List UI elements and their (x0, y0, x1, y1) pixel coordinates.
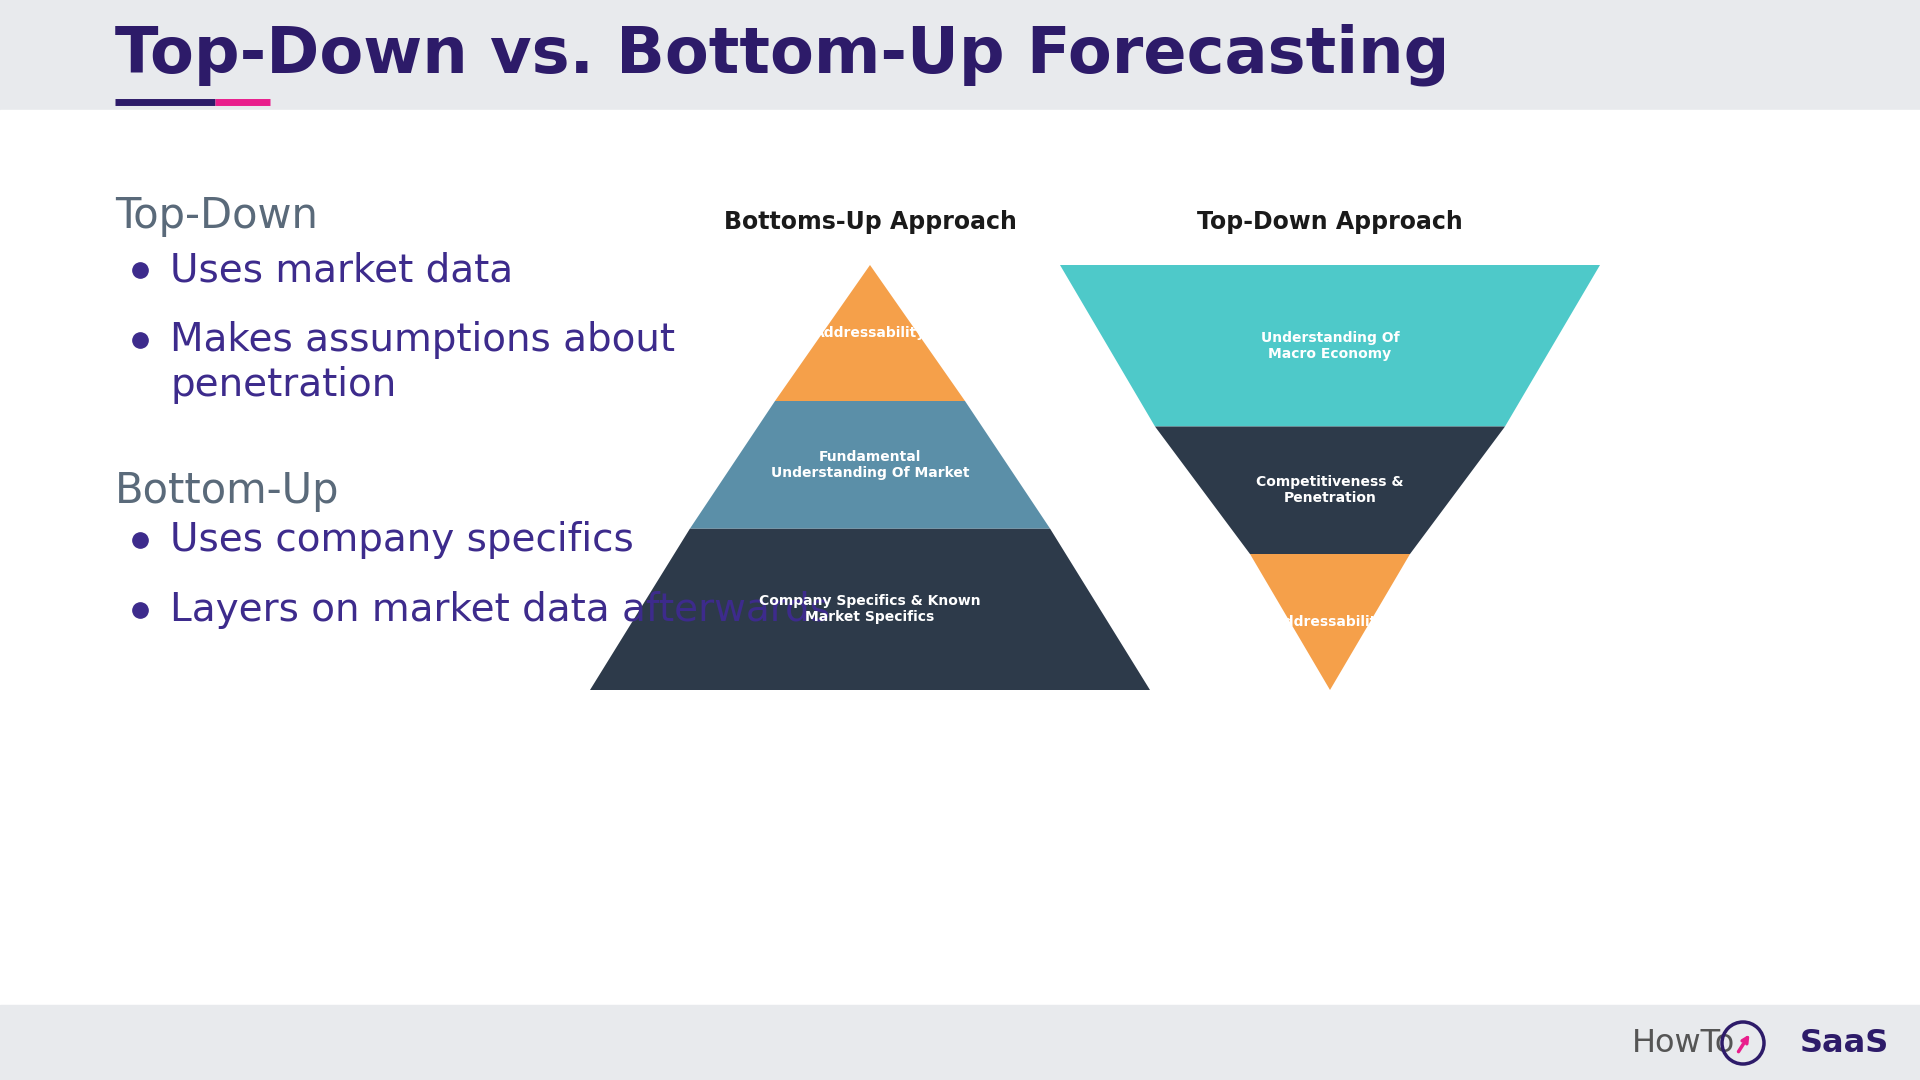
Text: Bottoms-Up Approach: Bottoms-Up Approach (724, 210, 1016, 234)
Text: Uses company specifics: Uses company specifics (171, 521, 634, 559)
Polygon shape (1156, 427, 1505, 554)
Text: Layers on market data afterwards: Layers on market data afterwards (171, 591, 829, 629)
Text: HowTo: HowTo (1632, 1027, 1736, 1058)
Text: Bottom-Up: Bottom-Up (115, 470, 340, 512)
Text: Competitiveness &
Penetration: Competitiveness & Penetration (1256, 475, 1404, 505)
Text: Makes assumptions about: Makes assumptions about (171, 321, 676, 359)
Text: Top-Down Approach: Top-Down Approach (1198, 210, 1463, 234)
Text: Fundamental
Understanding Of Market: Fundamental Understanding Of Market (770, 449, 970, 480)
Bar (0, 0, 1920, 110)
Text: Company Specifics & Known
Market Specifics: Company Specifics & Known Market Specifi… (758, 594, 981, 624)
Text: penetration: penetration (171, 366, 396, 404)
Text: Addressability: Addressability (1273, 615, 1386, 629)
Text: Addressability: Addressability (814, 326, 925, 340)
Polygon shape (1060, 265, 1599, 427)
Bar (0, 110, 1920, 1005)
Polygon shape (589, 528, 1150, 690)
Bar (0, 1005, 1920, 1080)
Polygon shape (1250, 554, 1409, 690)
Text: Uses market data: Uses market data (171, 251, 513, 289)
Text: SaaS: SaaS (1801, 1027, 1889, 1058)
Text: Top-Down: Top-Down (115, 195, 319, 237)
Polygon shape (689, 401, 1050, 528)
Text: Top-Down vs. Bottom-Up Forecasting: Top-Down vs. Bottom-Up Forecasting (115, 24, 1450, 86)
Polygon shape (776, 265, 966, 401)
Text: Understanding Of
Macro Economy: Understanding Of Macro Economy (1261, 330, 1400, 361)
